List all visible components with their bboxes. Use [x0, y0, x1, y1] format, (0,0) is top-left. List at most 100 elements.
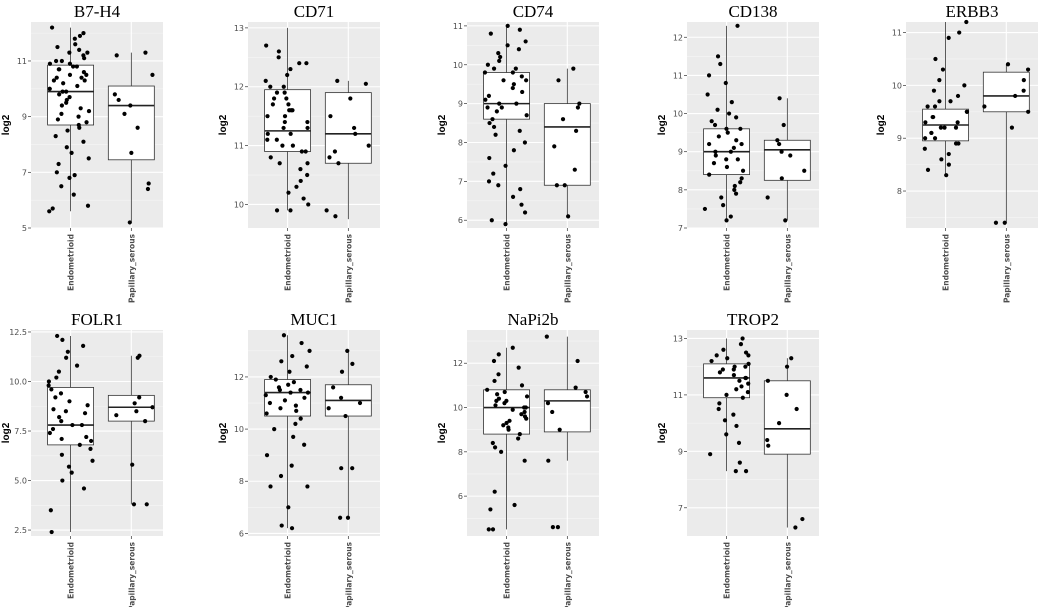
data-point — [737, 460, 742, 465]
data-point — [85, 50, 90, 55]
data-point — [75, 83, 80, 89]
x-tick-label: Papillary_serous — [1002, 233, 1011, 303]
data-point — [776, 421, 782, 426]
data-point — [743, 468, 749, 474]
data-point — [499, 449, 504, 454]
data-point — [737, 378, 742, 383]
data-point — [363, 81, 368, 86]
data-point — [67, 72, 73, 77]
panel-title: CD71 — [294, 2, 335, 21]
data-point — [496, 372, 501, 377]
data-point — [573, 385, 578, 390]
data-point — [81, 70, 87, 75]
data-point — [503, 163, 508, 168]
data-point — [135, 355, 140, 360]
data-point — [938, 125, 943, 130]
data-point — [134, 409, 139, 414]
data-point — [278, 406, 283, 411]
data-point — [777, 141, 782, 147]
data-point — [273, 377, 278, 382]
data-point — [335, 78, 340, 83]
data-point — [486, 179, 492, 184]
data-point — [298, 178, 303, 184]
data-point — [571, 66, 576, 71]
data-point — [49, 529, 54, 535]
y-tick-label: 9 — [22, 113, 27, 122]
data-point — [81, 343, 86, 348]
data-point — [277, 161, 282, 166]
data-point — [746, 353, 751, 358]
x-tick-label: Papillary_serous — [783, 233, 792, 303]
data-point — [50, 426, 56, 432]
data-point — [343, 413, 348, 419]
data-point — [775, 138, 780, 143]
data-point — [1002, 220, 1007, 225]
data-point — [517, 27, 522, 32]
data-point — [800, 516, 805, 522]
y-axis-label: log2 — [437, 114, 448, 135]
data-point — [122, 111, 127, 116]
data-point — [584, 394, 590, 399]
data-point — [279, 523, 284, 528]
data-point — [81, 31, 86, 36]
data-point — [288, 131, 293, 136]
y-tick-label: 12 — [234, 83, 244, 92]
data-point — [583, 389, 588, 395]
data-point — [336, 161, 341, 166]
data-point — [285, 72, 290, 78]
data-point — [740, 336, 745, 341]
data-point — [522, 458, 527, 463]
data-point — [765, 195, 770, 200]
data-point — [517, 128, 522, 133]
data-point — [65, 349, 70, 354]
box-endometrioid — [483, 72, 531, 120]
data-point — [268, 374, 273, 380]
data-point — [59, 111, 64, 116]
data-point — [499, 105, 504, 110]
data-point — [494, 398, 499, 403]
data-point — [66, 464, 72, 469]
panel-title: CD74 — [513, 2, 554, 21]
y-axis-label: log2 — [218, 422, 229, 443]
data-point — [524, 416, 529, 421]
data-point — [487, 155, 492, 161]
data-point — [724, 126, 729, 131]
y-tick-label: 11 — [673, 391, 683, 400]
data-point — [294, 408, 299, 413]
data-point — [491, 171, 496, 176]
data-point — [291, 434, 296, 440]
data-point — [728, 214, 733, 219]
data-point — [519, 383, 525, 388]
data-point — [270, 102, 275, 107]
data-point — [264, 43, 269, 48]
data-point — [931, 114, 936, 120]
y-tick-label: 7.5 — [14, 427, 27, 436]
data-point — [299, 340, 304, 346]
data-point — [302, 442, 307, 447]
panel-napi2b: NaPi2b 6 8 10 12 log2 Endometrioid Papillary_se… — [437, 310, 599, 607]
data-point — [781, 122, 786, 128]
data-point — [137, 395, 142, 400]
y-tick-label: 13 — [234, 24, 244, 33]
data-point — [765, 437, 770, 443]
x-tick-label: Papillary_serous — [127, 541, 136, 607]
data-point — [794, 406, 799, 412]
data-point — [519, 74, 524, 79]
data-point — [491, 66, 497, 71]
y-tick-label: 12 — [453, 359, 463, 368]
data-point — [715, 107, 720, 112]
y-tick-label: 7 — [22, 168, 27, 177]
data-point — [734, 115, 739, 120]
y-tick-label: 10 — [892, 81, 902, 90]
data-point — [739, 176, 744, 181]
data-point — [82, 56, 87, 61]
data-point — [485, 62, 490, 67]
data-point — [712, 122, 718, 128]
data-point — [345, 348, 350, 353]
panel-muc1: MUC1 6 8 10 12 log2 Endometrioid Papillary_sero… — [218, 310, 380, 607]
data-point — [497, 58, 502, 63]
data-point — [555, 525, 561, 530]
box-papillary-serous — [324, 92, 372, 164]
y-tick-label: 7 — [678, 504, 683, 513]
data-point — [69, 470, 74, 475]
